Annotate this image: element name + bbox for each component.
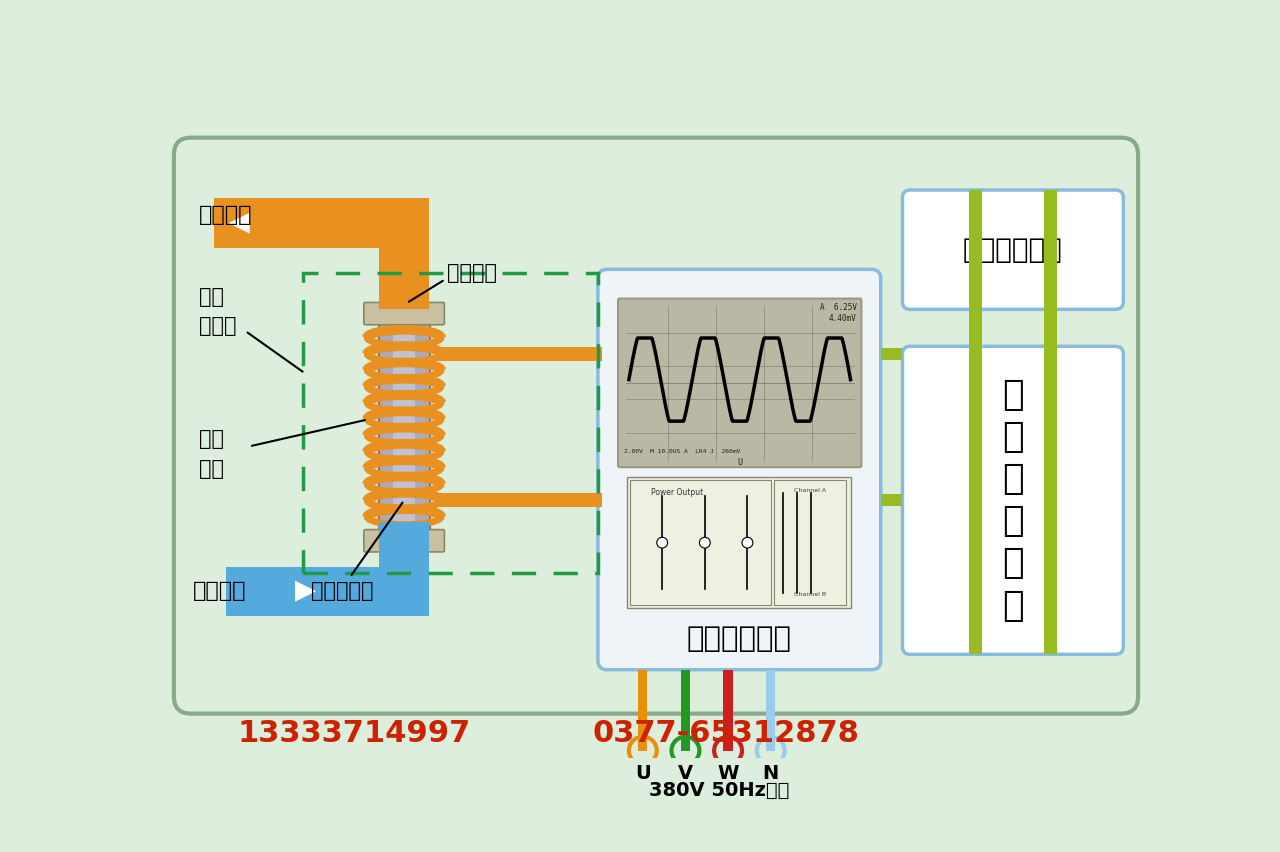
Bar bbox=[379, 522, 429, 616]
Bar bbox=[379, 315, 430, 538]
Text: U: U bbox=[737, 458, 742, 467]
Bar bbox=[631, 481, 771, 605]
Text: 380V 50Hz输入: 380V 50Hz输入 bbox=[649, 781, 790, 800]
Text: U: U bbox=[635, 764, 650, 783]
FancyBboxPatch shape bbox=[902, 190, 1124, 309]
Text: 变
频
控
制
单
元: 变 频 控 制 单 元 bbox=[1002, 378, 1023, 623]
Bar bbox=[765, 670, 776, 751]
Circle shape bbox=[699, 538, 710, 548]
Bar bbox=[723, 670, 732, 751]
Text: 绝缘陶瓷管: 绝缘陶瓷管 bbox=[311, 581, 374, 602]
Text: 电磁
屏蔽罩: 电磁 屏蔽罩 bbox=[198, 287, 237, 337]
Text: 变频功率输出: 变频功率输出 bbox=[686, 625, 791, 653]
Text: 热水输出: 热水输出 bbox=[198, 205, 252, 226]
Bar bbox=[881, 348, 902, 360]
Bar bbox=[627, 477, 850, 608]
Bar bbox=[214, 199, 429, 248]
Text: Channel A: Channel A bbox=[794, 488, 826, 493]
Bar bbox=[436, 347, 602, 361]
Bar bbox=[639, 670, 648, 751]
Text: 冷水进入: 冷水进入 bbox=[192, 581, 246, 602]
Text: 13333714997: 13333714997 bbox=[237, 719, 470, 748]
Bar bbox=[681, 670, 690, 751]
Bar bbox=[881, 494, 902, 506]
Text: 电磁
线圈: 电磁 线圈 bbox=[198, 429, 224, 479]
Bar bbox=[303, 273, 598, 573]
Circle shape bbox=[657, 538, 668, 548]
Bar bbox=[1044, 190, 1056, 654]
FancyBboxPatch shape bbox=[174, 138, 1138, 714]
Text: W: W bbox=[717, 764, 739, 783]
Bar bbox=[225, 567, 429, 616]
Text: V: V bbox=[678, 764, 692, 783]
Circle shape bbox=[742, 538, 753, 548]
FancyBboxPatch shape bbox=[364, 302, 444, 325]
Text: A  6.25V
4.40mV: A 6.25V 4.40mV bbox=[819, 303, 856, 323]
FancyBboxPatch shape bbox=[618, 298, 861, 467]
Text: 金属水管: 金属水管 bbox=[447, 263, 497, 283]
FancyBboxPatch shape bbox=[902, 346, 1124, 654]
Text: 0377-65312878: 0377-65312878 bbox=[593, 719, 859, 748]
Bar bbox=[393, 319, 415, 536]
FancyBboxPatch shape bbox=[364, 530, 444, 552]
Bar bbox=[774, 481, 846, 605]
Bar bbox=[436, 493, 602, 507]
Bar bbox=[379, 223, 429, 309]
Text: 2.00V  M 10.0US A  LR4 J  260mV: 2.00V M 10.0US A LR4 J 260mV bbox=[625, 449, 740, 454]
Text: Channel B: Channel B bbox=[794, 592, 826, 597]
FancyBboxPatch shape bbox=[598, 269, 881, 670]
Text: Power Output: Power Output bbox=[650, 488, 703, 497]
Bar bbox=[969, 190, 982, 654]
Text: 操作控制单元: 操作控制单元 bbox=[963, 236, 1062, 264]
Text: N: N bbox=[763, 764, 778, 783]
